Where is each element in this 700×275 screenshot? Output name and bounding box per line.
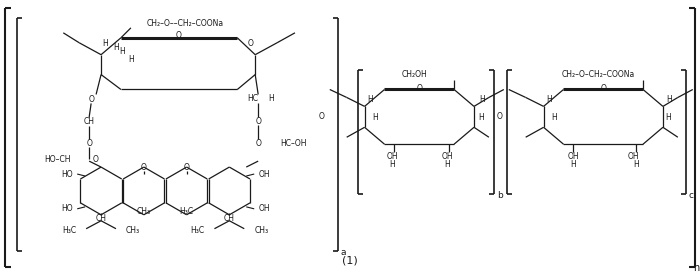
Text: a: a [341, 248, 346, 257]
Text: O: O [176, 31, 181, 40]
Text: H: H [268, 94, 274, 103]
Text: O: O [93, 155, 99, 164]
Text: O: O [86, 139, 92, 148]
Text: HC–OH: HC–OH [280, 139, 307, 148]
Text: H₃C: H₃C [190, 226, 204, 235]
Text: CH: CH [96, 214, 106, 223]
Text: H: H [119, 47, 125, 56]
Text: O: O [88, 95, 94, 104]
Text: H: H [113, 43, 119, 52]
Text: H₃C: H₃C [179, 207, 194, 216]
Text: O: O [416, 84, 422, 93]
Text: H: H [478, 113, 484, 122]
Text: O: O [497, 112, 503, 121]
Text: OH: OH [386, 152, 398, 161]
Text: O: O [601, 84, 606, 93]
Text: H: H [444, 160, 450, 169]
Text: H: H [551, 113, 556, 122]
Text: H: H [128, 55, 134, 64]
Text: H: H [102, 39, 108, 48]
Text: O: O [256, 117, 261, 126]
Text: H: H [546, 95, 552, 104]
Text: O: O [256, 139, 261, 148]
Text: H: H [570, 160, 576, 169]
Text: H: H [479, 95, 484, 104]
Text: HC: HC [247, 94, 258, 103]
Text: O: O [141, 163, 147, 172]
Text: CH₂–O––CH₂–COONa: CH₂–O––CH₂–COONa [147, 19, 224, 28]
Text: CH₂OH: CH₂OH [401, 70, 427, 79]
Text: CH₃: CH₃ [136, 207, 151, 216]
Text: H: H [372, 113, 377, 122]
Text: OH: OH [441, 152, 453, 161]
Text: HO–CH: HO–CH [45, 155, 71, 164]
Text: OH: OH [627, 152, 639, 161]
Text: OH: OH [258, 169, 270, 178]
Text: HO: HO [62, 169, 74, 178]
Text: CH₂–O–CH₂–COONa: CH₂–O–CH₂–COONa [561, 70, 635, 79]
Text: H: H [367, 95, 372, 104]
Text: O: O [183, 163, 190, 172]
Text: CH: CH [224, 214, 234, 223]
Text: O: O [319, 112, 325, 121]
Text: HO: HO [62, 204, 74, 213]
Text: H: H [665, 113, 671, 122]
Text: c: c [689, 191, 694, 200]
Text: (1): (1) [342, 255, 358, 266]
Text: H: H [390, 160, 395, 169]
Text: H: H [666, 95, 672, 104]
Text: H₃C: H₃C [62, 226, 76, 235]
Text: CH₃: CH₃ [126, 226, 140, 235]
Text: n: n [693, 263, 699, 273]
Text: CH₃: CH₃ [254, 226, 268, 235]
Text: OH: OH [258, 204, 270, 213]
Text: CH: CH [83, 117, 94, 126]
Text: H: H [634, 160, 639, 169]
Text: OH: OH [568, 152, 579, 161]
Text: O: O [247, 39, 253, 48]
Text: b: b [497, 191, 503, 200]
